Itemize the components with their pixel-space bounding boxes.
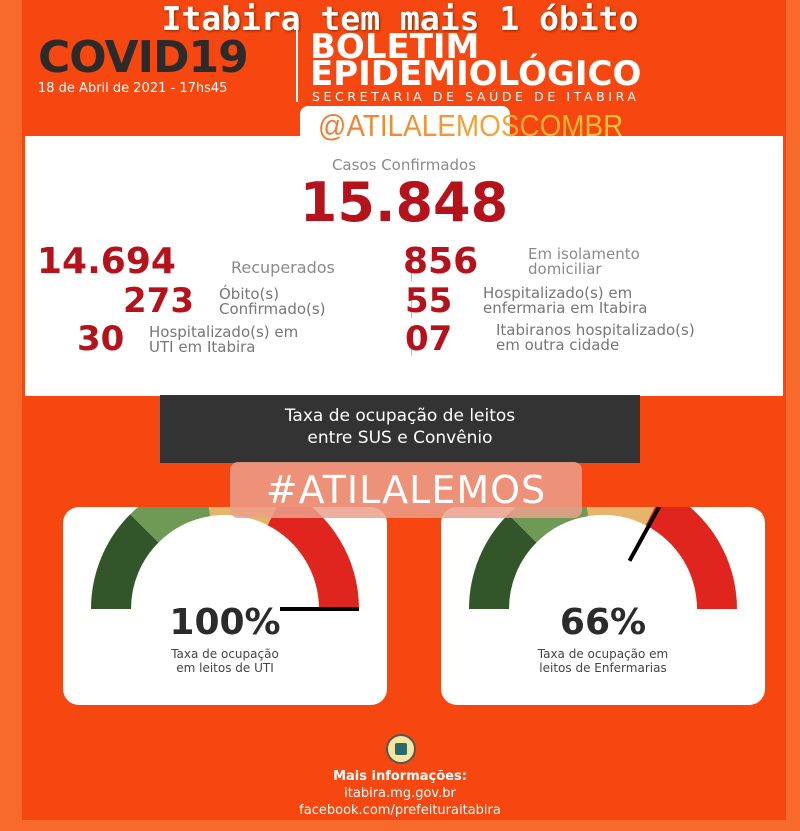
instagram-handle: @ATILALEMOSCOMBR xyxy=(300,106,623,146)
separator xyxy=(411,326,412,356)
separator xyxy=(411,251,412,281)
gauge-needle xyxy=(627,507,662,562)
deaths-count: 273 xyxy=(123,281,194,321)
confirmed-count: 15.848 xyxy=(299,171,509,234)
gauge-segment xyxy=(586,507,655,526)
website-link[interactable]: itabira.mg.gov.br xyxy=(344,786,456,801)
other-city-count: 07 xyxy=(405,319,453,359)
facebook-link[interactable]: facebook.com/prefeituraitabira xyxy=(299,803,501,818)
occupancy-title: Taxa de ocupação de leitos entre SUS e Co… xyxy=(160,395,640,463)
more-info-label: Mais informações: xyxy=(333,769,467,784)
confirmed-label: Casos Confirmados xyxy=(331,156,477,174)
gauge-segment xyxy=(267,507,359,609)
icu-caption: Taxa de ocupação em leitos de UTI xyxy=(171,647,279,675)
stats-panel: Casos Confirmados 15.848 14.694 Recupera… xyxy=(25,136,783,396)
bulletin-date: 18 de Abril de 2021 - 17hs45 xyxy=(38,81,228,96)
icu-count: 30 xyxy=(77,319,125,359)
gauge-segment xyxy=(645,507,737,609)
gauge-segment xyxy=(130,507,211,543)
ward-count: 55 xyxy=(405,281,453,321)
recovered-count: 14.694 xyxy=(37,241,176,282)
recovered-label: Recuperados xyxy=(231,258,335,277)
ward-gauge-card: 66% Taxa de ocupação em leitos de Enferma… xyxy=(441,507,765,705)
isolation-label: Em isolamento domiciliar xyxy=(528,245,640,278)
icu-gauge-card: 100% Taxa de ocupação em leitos de UTI xyxy=(63,507,387,705)
icu-percent: 100% xyxy=(169,602,281,643)
secretaria-subtitle: SECRETARIA DE SAÚDE DE ITABIRA xyxy=(312,89,640,104)
ward-caption: Taxa de ocupação em leitos de Enfermarias xyxy=(537,647,669,675)
divider xyxy=(296,30,298,102)
gauge-segment xyxy=(469,514,537,609)
isolation-count: 856 xyxy=(403,241,479,282)
hashtag-banner: #ATILALEMOS xyxy=(230,462,582,518)
icu-label: Hospitalizado(s) em UTI em Itabira xyxy=(149,323,299,356)
covid-title: COVID19 xyxy=(38,32,249,83)
ward-percent: 66% xyxy=(559,602,647,643)
gauge-segment xyxy=(91,514,159,609)
deaths-label: Óbito(s) Confirmado(s) xyxy=(219,285,326,318)
ward-label: Hospitalizado(s) em enfermaria em Itabira xyxy=(483,284,648,317)
itabira-seal-logo xyxy=(386,734,416,764)
other-city-label: Itabiranos hospitalizado(s) em outra cida… xyxy=(496,321,695,354)
separator xyxy=(411,288,412,318)
bulletin-title: BOLETIM EPIDEMIOLÓGICO xyxy=(310,27,642,94)
headline: Itabira tem mais 1 óbito xyxy=(161,0,639,38)
